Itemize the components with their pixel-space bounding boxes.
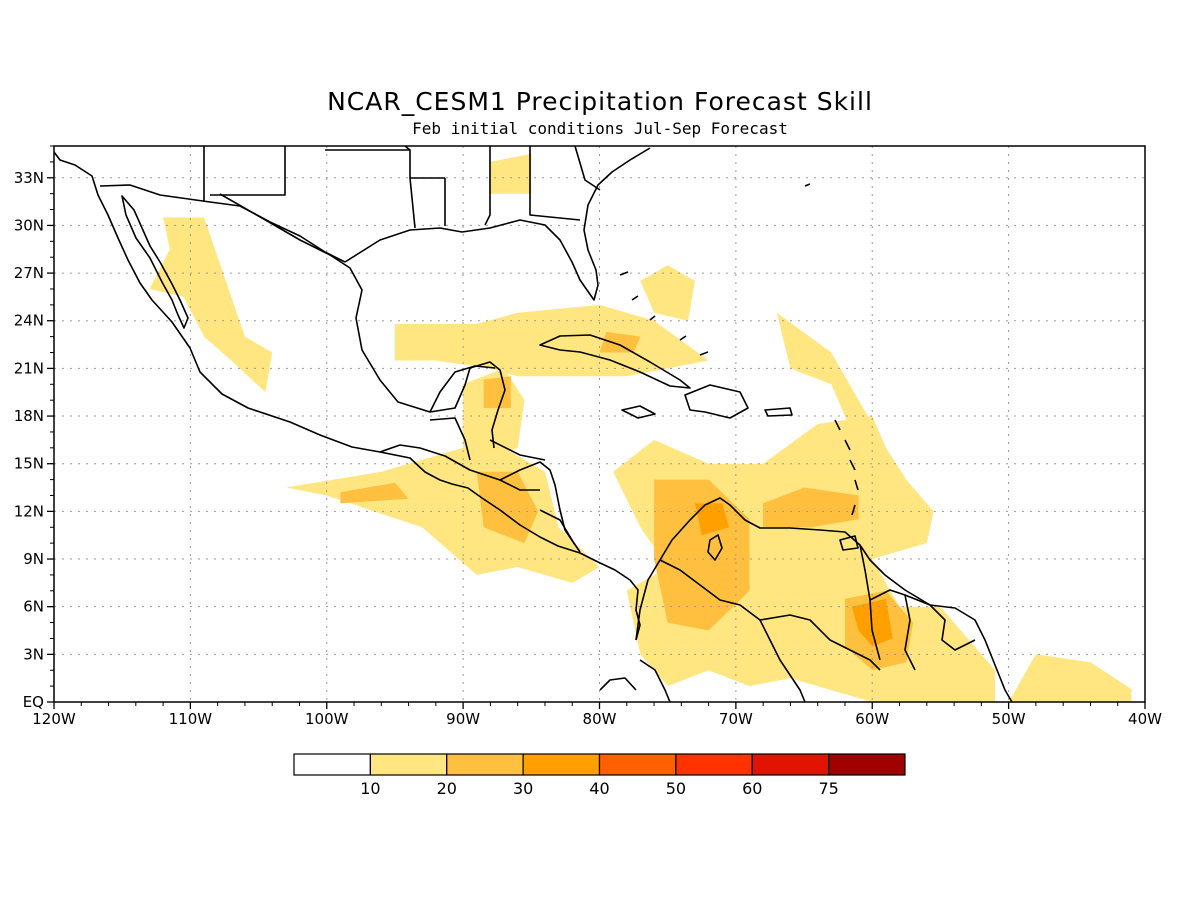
central-america-borders [429,417,576,546]
colorbar-label: 50 [666,779,686,798]
colorbar-swatch [751,753,830,776]
yucatan-peninsula [429,365,496,413]
colorbar-swatch [522,753,601,776]
colorbar-label: 10 [360,779,380,798]
colorbar-legend: 10 20 30 40 50 60 75 [293,753,906,798]
colorbar-swatch [675,753,753,776]
lon-tick-label: 60W [855,710,889,728]
lon-tick-label: 90W [446,710,480,728]
map-title: NCAR_CESM1 Precipitation Forecast Skill [327,87,873,116]
colorbar-label: 60 [742,779,762,798]
lat-tick-label: EQ [23,693,44,711]
baja-california-coastline [121,195,189,329]
lake-maracaibo [707,534,723,561]
skill-region-20-13 [763,487,859,528]
lat-tick-label: 18N [14,407,44,425]
axis-ticks: 120W 110W 100W 90W 80W 70W 60W 50W 40W EQ 3N 6N 9N 12… [14,145,1162,728]
lat-tick-label: 3N [23,645,44,663]
lon-tick-label: 70W [719,710,753,728]
plot-background [54,146,1145,702]
lon-tick-label: 110W [169,710,213,728]
gulf-of-mexico-coastline [219,193,506,449]
lat-tick-label: 27N [14,264,44,282]
trinidad-outline [839,535,859,551]
map-subtitle: Feb initial conditions Jul-Sep Forecast [412,119,788,138]
us-mexico-border [99,184,346,263]
central-america-pacific [379,444,581,553]
skill-region-20-15 [599,331,641,353]
colorbar-label: 30 [513,779,533,798]
lon-tick-label: 40W [1128,710,1162,728]
colorbar-swatch [598,753,677,776]
skill-region-10-6 [776,312,886,448]
colorbar-swatch [828,753,906,776]
lat-lon-grid [54,146,1145,702]
jamaica-outline [621,405,656,419]
colorbar-swatch [446,753,524,776]
lat-tick-label: 24N [14,312,44,330]
skill-region-20-10 [340,482,409,504]
lon-tick-label: 80W [583,710,617,728]
colorbar-swatch [293,753,371,776]
skill-region-10-3 [285,439,600,583]
colorbar-label: 20 [437,779,457,798]
lat-tick-label: 6N [23,598,44,616]
lat-tick-label: 30N [14,216,44,234]
coastlines-borders [54,146,1013,702]
cuba-outline [539,334,691,389]
skill-region-10-1 [394,304,709,377]
colorbar-label: 40 [589,779,609,798]
hispaniola-outline [684,384,749,419]
skill-region-10-5 [640,265,695,321]
lat-tick-label: 33N [14,169,44,187]
colorbar-label: 75 [818,779,838,798]
gulf-north-coast [344,147,651,301]
lat-tick-label: 9N [23,550,44,568]
lesser-antilles-chain [834,419,859,516]
lat-tick-label: 21N [14,359,44,377]
skill-region-20-9 [483,376,511,409]
south-america-borders [659,544,976,702]
skill-fill-layer [149,153,1132,702]
us-state-lines [203,146,601,229]
cayman-bahamas-dots [619,183,811,356]
ecuador-peru-coast [599,659,671,702]
skill-region-10-8 [1008,654,1132,702]
south-america-coastline [635,497,1013,702]
puerto-rico-outline [764,407,793,417]
lon-tick-label: 120W [32,710,76,728]
lon-tick-label: 100W [305,710,349,728]
lat-tick-label: 12N [14,502,44,520]
lon-tick-label: 50W [992,710,1026,728]
colorbar-swatch [369,753,448,776]
skill-region-10-7 [490,153,532,194]
lat-tick-label: 15N [14,455,44,473]
skill-region-10-0 [149,217,273,393]
